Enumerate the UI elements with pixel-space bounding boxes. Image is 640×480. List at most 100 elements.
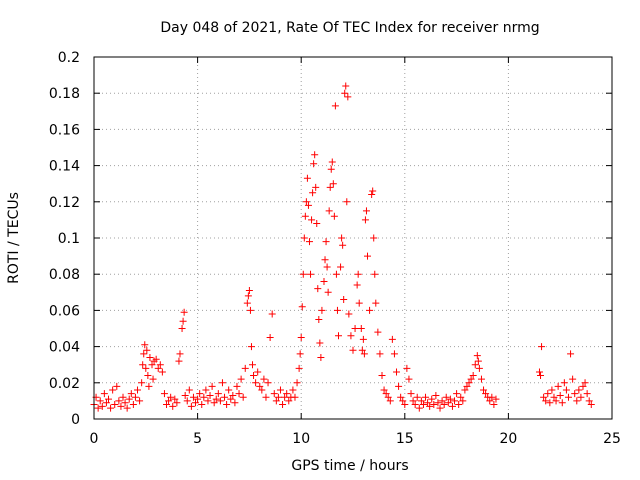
data-point (167, 393, 175, 401)
data-point (129, 401, 137, 409)
data-point (403, 364, 411, 372)
data-point (138, 379, 146, 387)
data-point (567, 350, 575, 358)
data-point (442, 393, 450, 401)
data-point (440, 401, 448, 409)
data-point (113, 382, 121, 390)
data-point (308, 216, 316, 224)
x-tick-labels: 0 5 10 15 20 25 (90, 431, 621, 447)
data-point (212, 395, 220, 403)
data-point (303, 174, 311, 182)
data-point (183, 397, 191, 405)
data-point (329, 180, 337, 188)
data-point (134, 386, 142, 394)
data-point (111, 401, 119, 409)
data-point (304, 201, 312, 209)
data-point (264, 379, 272, 387)
data-point (127, 390, 135, 398)
data-point (296, 350, 304, 358)
data-point (258, 386, 266, 394)
data-point (544, 390, 552, 398)
data-point (311, 151, 319, 159)
data-point (291, 393, 299, 401)
data-point (262, 393, 270, 401)
data-point (171, 395, 179, 403)
data-point (577, 393, 585, 401)
data-point (100, 390, 108, 398)
data-point (156, 361, 164, 369)
data-point (477, 375, 485, 383)
data-point (369, 187, 377, 195)
data-point (480, 386, 488, 394)
data-point (227, 395, 235, 403)
data-point (371, 270, 379, 278)
data-point (119, 393, 127, 401)
data-point (295, 364, 303, 372)
data-point (117, 402, 125, 410)
data-point (321, 256, 329, 264)
data-point (244, 292, 252, 300)
data-point (233, 382, 241, 390)
data-point (125, 395, 133, 403)
data-point (216, 397, 224, 405)
data-point (390, 350, 398, 358)
data-point (187, 402, 195, 410)
data-point (457, 393, 465, 401)
data-point (448, 402, 456, 410)
data-point (142, 364, 150, 372)
data-point (218, 379, 226, 387)
data-point (210, 399, 218, 407)
data-point (386, 397, 394, 405)
data-point (323, 263, 331, 271)
data-point (362, 207, 370, 215)
data-point (176, 350, 184, 358)
data-point (175, 357, 183, 365)
data-point (490, 401, 498, 409)
x-axis-label: GPS time / hours (291, 458, 408, 474)
x-tick-label: 25 (603, 431, 621, 447)
data-point (279, 401, 287, 409)
data-point (249, 361, 257, 369)
data-point (538, 343, 546, 351)
data-point (169, 402, 177, 410)
data-point (307, 270, 315, 278)
data-point (554, 382, 562, 390)
data-point (196, 390, 204, 398)
data-point (353, 281, 361, 289)
data-point (331, 102, 339, 110)
data-point (388, 335, 396, 343)
data-point (310, 160, 318, 168)
data-point (322, 238, 330, 246)
data-point (180, 308, 188, 316)
data-point (573, 397, 581, 405)
data-point (342, 82, 350, 90)
data-point (293, 379, 301, 387)
data-point (411, 401, 419, 409)
data-point (370, 234, 378, 242)
data-point (560, 379, 568, 387)
data-point (424, 399, 432, 407)
data-point (558, 399, 566, 407)
data-point (540, 393, 548, 401)
data-point (139, 361, 147, 369)
data-point (355, 299, 363, 307)
data-point (178, 325, 186, 332)
data-point (428, 395, 436, 403)
data-point (94, 404, 102, 412)
data-point (105, 395, 113, 403)
data-point (314, 285, 322, 293)
data-point (145, 382, 153, 390)
data-point (401, 401, 409, 409)
data-point (488, 393, 496, 401)
data-point (380, 386, 388, 394)
y-tick-label: 0.1 (58, 231, 80, 247)
data-point (189, 393, 197, 401)
y-tick-label: 0.16 (49, 122, 80, 138)
data-point (237, 375, 245, 383)
data-point (235, 390, 243, 398)
data-point (492, 395, 500, 403)
data-point (351, 325, 359, 332)
data-point (252, 379, 260, 387)
data-point (185, 386, 193, 394)
x-tick-label: 15 (396, 431, 414, 447)
